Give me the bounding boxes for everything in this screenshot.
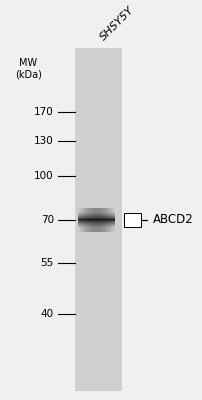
Bar — [104, 208, 105, 232]
Bar — [81, 208, 82, 232]
Bar — [89, 208, 90, 232]
Text: SHSY5Y: SHSY5Y — [98, 5, 135, 43]
Bar — [78, 208, 79, 232]
Text: ABCD2: ABCD2 — [152, 213, 193, 226]
Bar — [79, 208, 80, 232]
Bar — [83, 208, 84, 232]
Bar — [90, 208, 91, 232]
Bar — [100, 208, 101, 232]
Bar — [103, 208, 104, 232]
Bar — [95, 208, 96, 232]
Bar — [106, 208, 107, 232]
Bar — [114, 208, 115, 232]
Text: 55: 55 — [40, 258, 54, 268]
Bar — [107, 208, 108, 232]
Bar — [96, 208, 97, 232]
Bar — [98, 208, 99, 232]
Bar — [85, 208, 86, 232]
Text: 170: 170 — [34, 108, 54, 118]
Bar — [80, 208, 81, 232]
Bar — [105, 208, 106, 232]
Text: 40: 40 — [40, 309, 54, 319]
Bar — [102, 208, 103, 232]
Text: 130: 130 — [34, 136, 54, 146]
Bar — [84, 208, 85, 232]
Bar — [82, 208, 83, 232]
Bar — [94, 208, 95, 232]
Text: 70: 70 — [40, 215, 54, 225]
Bar — [88, 208, 89, 232]
Bar — [110, 208, 111, 232]
Text: 100: 100 — [34, 172, 54, 182]
Bar — [108, 208, 109, 232]
Bar — [99, 208, 100, 232]
Bar — [86, 208, 87, 232]
Bar — [93, 208, 94, 232]
Bar — [109, 208, 110, 232]
Bar — [75, 48, 121, 391]
Bar — [112, 208, 113, 232]
Bar — [97, 208, 98, 232]
Bar — [87, 208, 88, 232]
Bar — [123, 213, 140, 226]
Bar — [113, 208, 114, 232]
Bar — [101, 208, 102, 232]
Text: MW
(kDa): MW (kDa) — [15, 58, 42, 80]
Bar — [111, 208, 112, 232]
Bar — [91, 208, 92, 232]
Bar — [92, 208, 93, 232]
